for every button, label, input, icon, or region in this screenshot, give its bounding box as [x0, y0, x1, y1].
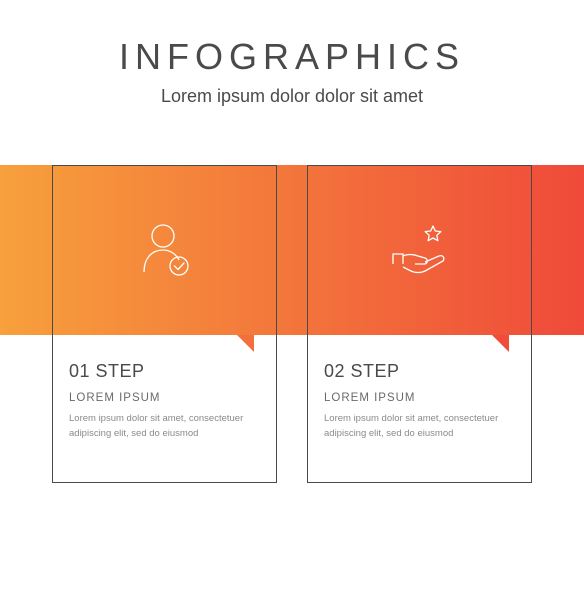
- step-card-2: 02 STEP LOREM IPSUM Lorem ipsum dolor si…: [307, 165, 532, 483]
- header: INFOGRAPHICS Lorem ipsum dolor dolor sit…: [0, 0, 584, 107]
- step-2-heading: LOREM IPSUM: [324, 392, 515, 404]
- step-2-body: Lorem ipsum dolor sit amet, consectetuer…: [324, 412, 515, 441]
- steps-container: 01 STEP LOREM IPSUM Lorem ipsum dolor si…: [0, 165, 584, 483]
- step-1-heading: LOREM IPSUM: [69, 392, 260, 404]
- step-2-label: 02 STEP: [324, 361, 515, 382]
- step-1-icon-zone: [52, 165, 277, 335]
- hand-star-icon: [385, 216, 455, 286]
- step-1-word: STEP: [96, 361, 145, 381]
- step-2-word: STEP: [351, 361, 400, 381]
- step-2-icon-zone: [307, 165, 532, 335]
- step-2-number: 02: [324, 361, 345, 381]
- step-1-number: 01: [69, 361, 90, 381]
- step-1-text-zone: 01 STEP LOREM IPSUM Lorem ipsum dolor si…: [52, 335, 277, 483]
- step-1-body: Lorem ipsum dolor sit amet, consectetuer…: [69, 412, 260, 441]
- step-card-1: 01 STEP LOREM IPSUM Lorem ipsum dolor si…: [52, 165, 277, 483]
- speech-pointer-2: [492, 335, 509, 352]
- user-check-icon: [130, 216, 200, 286]
- page-title: INFOGRAPHICS: [0, 36, 584, 78]
- speech-pointer-1: [237, 335, 254, 352]
- step-2-text-zone: 02 STEP LOREM IPSUM Lorem ipsum dolor si…: [307, 335, 532, 483]
- page-subtitle: Lorem ipsum dolor dolor sit amet: [0, 86, 584, 107]
- step-1-label: 01 STEP: [69, 361, 260, 382]
